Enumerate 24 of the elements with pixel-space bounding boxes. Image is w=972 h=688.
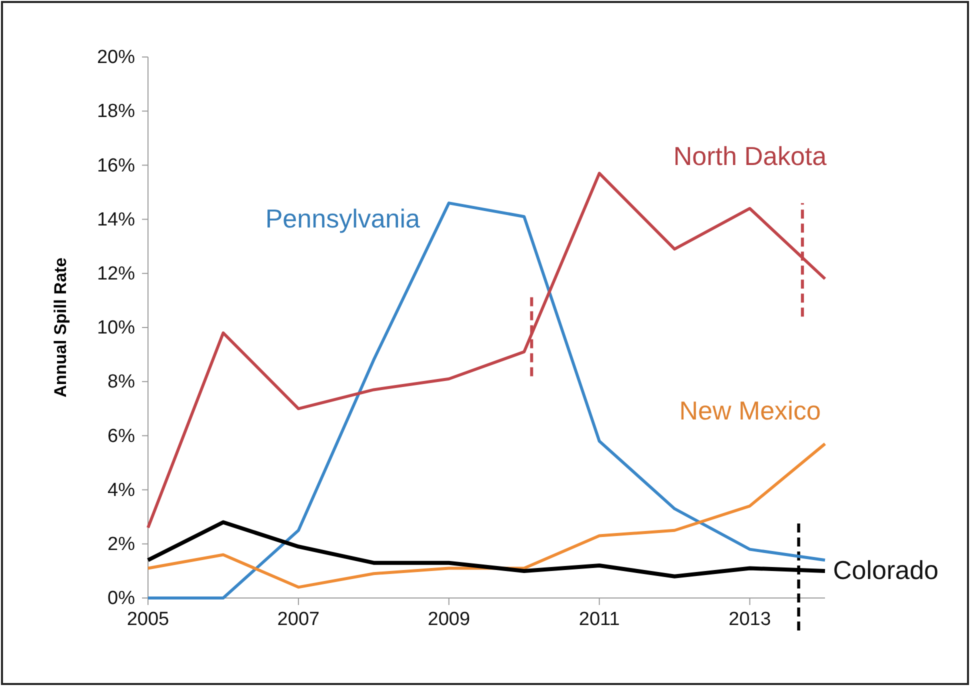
series-label: New Mexico xyxy=(679,395,821,426)
y-tick-label: 12% xyxy=(96,263,136,284)
y-tick-label: 0% xyxy=(108,588,136,610)
x-tick-label: 2011 xyxy=(578,609,620,630)
y-tick-label: 4% xyxy=(108,480,136,501)
series-label: Pennsylvania xyxy=(265,203,421,234)
y-tick-label: 8% xyxy=(108,372,136,393)
y-tick-label: 6% xyxy=(108,426,136,447)
y-tick-label: 16% xyxy=(96,155,136,176)
series-label: Colorado xyxy=(833,554,939,585)
x-tick-label: 2005 xyxy=(126,609,170,630)
y-tick-label: 2% xyxy=(108,534,136,555)
y-tick-label: 18% xyxy=(96,101,136,122)
y-tick-label: 14% xyxy=(96,209,136,230)
line-series xyxy=(146,520,827,578)
line-series xyxy=(146,442,826,589)
y-axis-title: Annual Spill Rate xyxy=(51,258,70,398)
y-tick-label: 10% xyxy=(96,318,136,339)
x-tick-label: 2013 xyxy=(728,609,771,630)
y-tick-label: 20% xyxy=(96,47,136,68)
line-series xyxy=(146,172,826,530)
x-tick-label: 2007 xyxy=(277,609,320,630)
text: North Dakota xyxy=(673,141,828,172)
x-tick-label: 2009 xyxy=(428,609,470,630)
